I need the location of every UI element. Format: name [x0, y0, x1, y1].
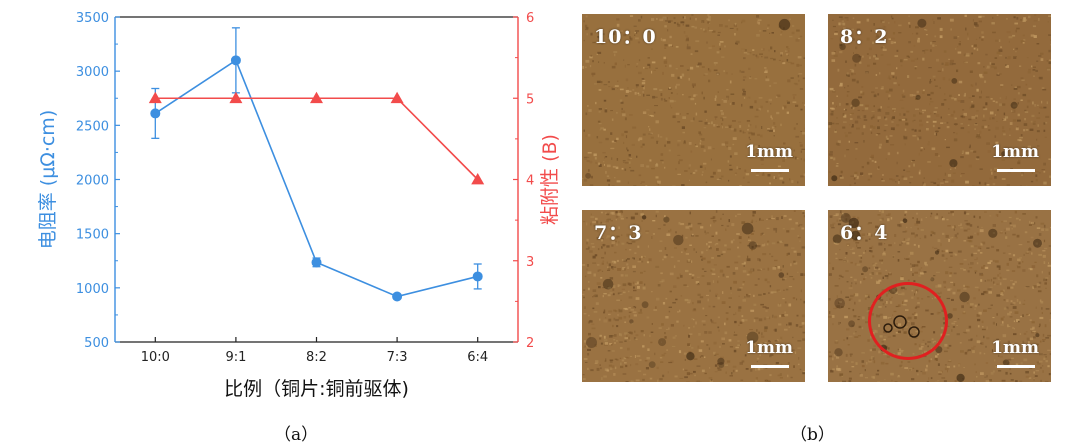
right-axis-title: 粘附性 (B)	[539, 134, 560, 225]
scale-bar	[997, 365, 1035, 368]
micrograph-7-3: 7：3 1mm	[582, 210, 805, 382]
resistivity-point	[230, 55, 241, 66]
scale-bar-label: 1mm	[991, 142, 1039, 162]
micrograph-ratio-label: 7：3	[594, 222, 643, 244]
left-axis-tick-label: 1500	[76, 228, 109, 243]
scale-bar-label: 1mm	[745, 338, 793, 358]
micrograph-texture	[582, 210, 805, 382]
left-axis-tick-label: 3500	[76, 11, 109, 26]
x-axis-title: 比例（铜片:铜前驱体)	[224, 378, 409, 400]
left-axis-tick-label: 500	[84, 336, 109, 351]
adhesion-point	[148, 91, 162, 104]
x-axis-tick-label: 7:3	[387, 350, 408, 365]
micrograph-6-4: 6：4 1mm	[828, 210, 1051, 382]
right-axis-tick-label: 4	[526, 174, 534, 189]
left-axis-tick-label: 3000	[76, 65, 109, 80]
adhesion-point	[310, 91, 323, 104]
micrograph-ratio-label: 10：0	[594, 26, 657, 48]
micrograph-ratio-label: 8：2	[840, 26, 889, 48]
adhesion-point	[390, 91, 404, 104]
right-axis-tick-label: 6	[526, 11, 534, 26]
x-axis-tick-label: 10:0	[141, 350, 170, 365]
resistivity-point	[392, 291, 403, 302]
right-axis-tick-label: 2	[526, 336, 534, 351]
micrograph-texture	[582, 14, 805, 186]
adhesion-point	[229, 91, 243, 104]
caption-b: （b）	[790, 425, 835, 445]
resistivity-point	[311, 257, 322, 268]
resistivity-point	[150, 108, 161, 119]
caption-a: （a）	[274, 425, 319, 445]
scale-bar-label: 1mm	[745, 142, 793, 162]
right-axis-tick-label: 3	[526, 255, 534, 270]
scale-bar-label: 1mm	[991, 338, 1039, 358]
x-axis-tick-label: 6:4	[467, 350, 488, 365]
adhesion-series-line	[155, 97, 479, 181]
micrograph-10-0: 10：0 1mm	[582, 14, 805, 186]
resistivity-point	[472, 271, 483, 282]
left-axis-tick-label: 2000	[76, 174, 109, 189]
right-axis-tick-label: 5	[526, 92, 534, 107]
micrograph-texture	[828, 14, 1051, 186]
scale-bar	[751, 169, 789, 172]
left-axis-tick-label: 1000	[76, 282, 109, 297]
defect-highlight-circle	[868, 282, 948, 360]
scale-bar	[751, 365, 789, 368]
dual-axis-chart: 500 1000 1500 2000 2500 3000 3500 2 3 4 5 6 10:0 9:1 8…	[37, 11, 560, 400]
left-axis-title: 电阻率 (μΩ·cm)	[37, 110, 59, 249]
adhesion-point	[471, 173, 485, 185]
micrograph-ratio-label: 6：4	[840, 222, 889, 244]
left-axis-tick-label: 2500	[76, 119, 109, 134]
x-axis-tick-label: 8:2	[306, 350, 327, 365]
scale-bar	[997, 169, 1035, 172]
x-axis-tick-label: 9:1	[225, 350, 246, 365]
micrograph-8-2: 8：2 1mm	[828, 14, 1051, 186]
